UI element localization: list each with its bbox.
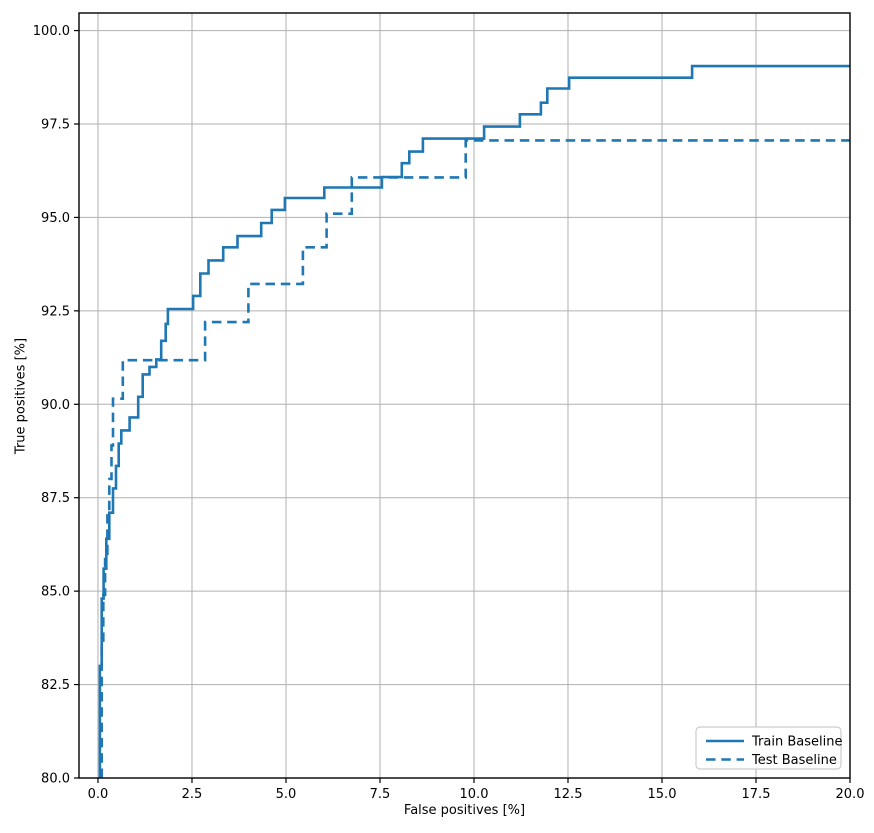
x-tick-label-5.0: 5.0 [276, 787, 297, 802]
x-tick-label-15.0: 15.0 [648, 787, 677, 802]
y-tick-label-95.0: 95.0 [41, 211, 70, 226]
x-tick-label-17.5: 17.5 [742, 787, 771, 802]
axes-box [78, 12, 851, 779]
legend-box [695, 726, 842, 770]
y-tick-label-97.5: 97.5 [41, 117, 70, 132]
y-tick-label-92.5: 92.5 [41, 304, 70, 319]
y-tick-label-100.0: 100.0 [33, 24, 70, 39]
y-tick-label-87.5: 87.5 [41, 491, 70, 506]
y-tick-label-80.0: 80.0 [41, 772, 70, 787]
x-tick-label-20.0: 20.0 [836, 787, 865, 802]
x-tick-label-12.5: 12.5 [554, 787, 583, 802]
x-tick-label-0.0: 0.0 [88, 787, 109, 802]
x-axis-title: False positives [%] [403, 803, 526, 818]
y-tick-label-90.0: 90.0 [41, 398, 70, 413]
y-tick-label-85.0: 85.0 [41, 585, 70, 600]
train-baseline-curve [98, 64, 850, 778]
x-tick-label-2.5: 2.5 [182, 787, 203, 802]
y-axis-title: True positives [%] [13, 337, 29, 455]
legend-label-train-baseline: Train Baseline [751, 735, 842, 750]
legend-label-test-baseline: Test Baseline [751, 753, 837, 768]
test-baseline-curve [100, 139, 850, 778]
x-tick-label-7.5: 7.5 [370, 787, 391, 802]
y-tick-label-82.5: 82.5 [41, 678, 70, 693]
x-tick-label-10.0: 10.0 [460, 787, 489, 802]
